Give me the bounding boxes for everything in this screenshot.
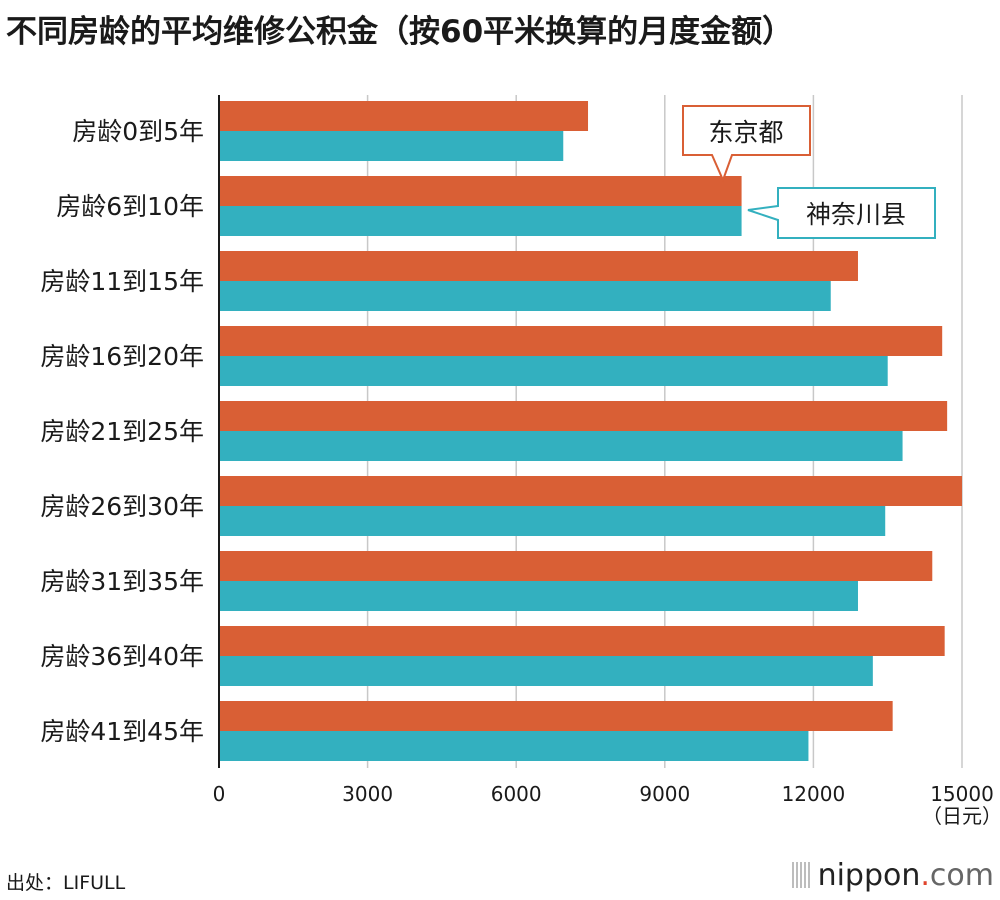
bar-kanagawa-7 bbox=[219, 656, 873, 686]
x-tick-label: 9000 bbox=[639, 782, 690, 806]
x-tick-labels: 0 3000 6000 9000 12000 15000 bbox=[213, 782, 994, 806]
bar-tokyo-1 bbox=[219, 176, 742, 206]
category-label: 房龄21到25年 bbox=[40, 417, 204, 446]
legend-kanagawa: 神奈川县 bbox=[747, 187, 936, 239]
bar-kanagawa-5 bbox=[219, 506, 886, 536]
category-label: 房龄36到40年 bbox=[40, 642, 204, 671]
x-tick-label: 0 bbox=[213, 782, 226, 806]
category-label: 房龄31到35年 bbox=[40, 567, 204, 596]
brand-name: nippon bbox=[817, 858, 921, 893]
legend-tokyo-text: 东京都 bbox=[708, 118, 783, 147]
bar-tokyo-0 bbox=[219, 101, 589, 131]
bar-kanagawa-8 bbox=[219, 731, 809, 761]
bar-tokyo-3 bbox=[219, 326, 943, 356]
bar-tokyo-2 bbox=[219, 251, 858, 281]
source-note: 出处：LIFULL bbox=[6, 872, 126, 894]
bar-kanagawa-6 bbox=[219, 581, 858, 611]
category-label: 房龄26到30年 bbox=[40, 492, 204, 521]
bar-kanagawa-2 bbox=[219, 281, 831, 311]
bar-kanagawa-0 bbox=[219, 131, 564, 161]
x-tick-label: 6000 bbox=[491, 782, 542, 806]
x-tick-label: 15000 bbox=[930, 782, 994, 806]
category-label: 房龄11到15年 bbox=[40, 267, 204, 296]
x-tick-label: 3000 bbox=[342, 782, 393, 806]
x-unit-label: （日元） bbox=[922, 804, 1000, 828]
brand-mark-icon bbox=[791, 862, 810, 888]
bar-kanagawa-1 bbox=[219, 206, 742, 236]
legend-tokyo: 东京都 bbox=[682, 105, 811, 183]
chart-title: 不同房龄的平均维修公积金（按60平米换算的月度金额） bbox=[6, 14, 794, 50]
bars bbox=[219, 101, 962, 761]
brand-suffix: com bbox=[929, 858, 994, 893]
x-tick-label: 12000 bbox=[782, 782, 846, 806]
legend-kanagawa-text: 神奈川县 bbox=[806, 200, 906, 229]
bar-kanagawa-4 bbox=[219, 431, 903, 461]
category-labels: 房龄0到5年房龄6到10年房龄11到15年房龄16到20年房龄21到25年房龄2… bbox=[40, 117, 204, 746]
bar-tokyo-5 bbox=[219, 476, 962, 506]
brand-dot: . bbox=[920, 858, 930, 893]
bar-tokyo-7 bbox=[219, 626, 945, 656]
legend-tokyo-callout bbox=[682, 105, 811, 183]
category-label: 房龄16到20年 bbox=[40, 342, 204, 371]
category-label: 房龄6到10年 bbox=[56, 192, 204, 221]
brand-logo: nippon.com bbox=[791, 858, 994, 893]
category-label: 房龄41到45年 bbox=[40, 717, 204, 746]
bar-tokyo-8 bbox=[219, 701, 893, 731]
category-label: 房龄0到5年 bbox=[72, 117, 204, 146]
bar-kanagawa-3 bbox=[219, 356, 888, 386]
bar-tokyo-4 bbox=[219, 401, 948, 431]
legend-kanagawa-callout bbox=[747, 187, 936, 239]
bar-tokyo-6 bbox=[219, 551, 933, 581]
